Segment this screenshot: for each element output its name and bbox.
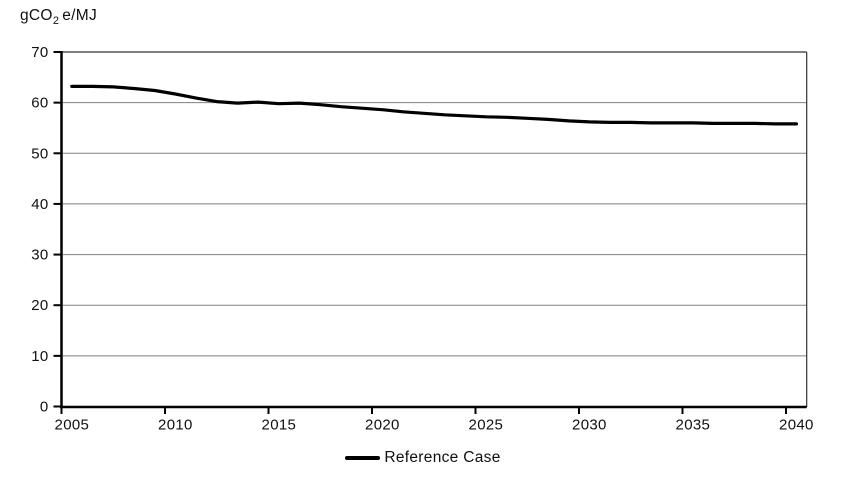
legend-line-swatch-icon [345, 456, 381, 460]
legend-label: Reference Case [384, 449, 501, 466]
x-axis-ticks: 2005 2010 2015 2020 2025 2030 2035 2040 [55, 407, 814, 434]
y-axis-title-prefix: gCO [20, 7, 53, 24]
y-axis-title-suffix: e/MJ [62, 7, 98, 24]
gridlines [61, 102, 807, 357]
x-tick-label: 2015 [262, 417, 297, 434]
x-tick-label: 2035 [676, 417, 711, 434]
x-tick-label: 2025 [469, 417, 504, 434]
y-axis-ticks: 0 10 20 30 40 50 60 70 [31, 44, 62, 416]
y-tick-label: 20 [31, 297, 48, 314]
x-tick-label: 2030 [572, 417, 607, 434]
y-tick-label: 30 [31, 247, 48, 264]
x-tick-label: 2020 [365, 417, 400, 434]
y-tick-label: 10 [31, 348, 48, 365]
legend: Reference Case [0, 449, 846, 467]
axes [60, 51, 807, 409]
y-tick-label: 60 [31, 95, 48, 112]
x-tick-label: 2040 [779, 417, 814, 434]
series-line-reference-case [70, 84, 799, 126]
y-tick-label: 0 [40, 399, 49, 416]
plot-frame [61, 51, 808, 407]
x-tick-label: 2005 [55, 417, 90, 434]
y-tick-label: 70 [31, 44, 48, 61]
y-axis-title: gCO2 e/MJ [20, 7, 97, 27]
series-lines [70, 84, 799, 126]
y-tick-label: 40 [31, 196, 48, 213]
x-tick-label: 2010 [158, 417, 193, 434]
y-tick-label: 50 [31, 145, 48, 162]
y-axis-title-subscript: 2 [52, 15, 60, 27]
